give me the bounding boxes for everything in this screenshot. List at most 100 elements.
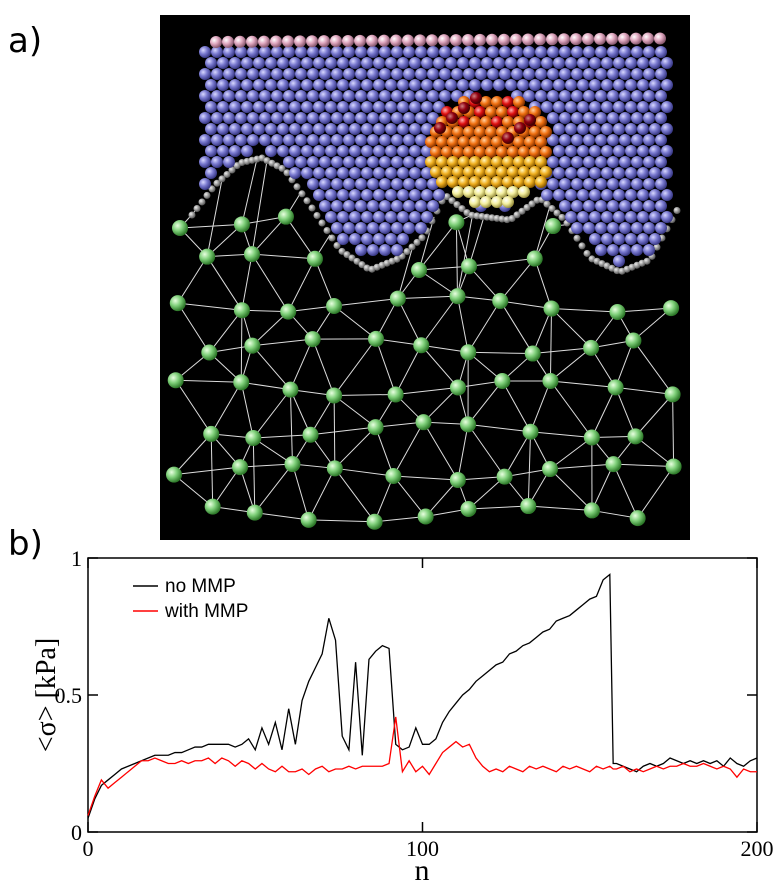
cell <box>205 57 217 69</box>
cell <box>235 90 247 102</box>
cell <box>229 145 241 157</box>
cell <box>631 200 643 212</box>
cell <box>433 57 445 69</box>
cell <box>445 79 457 91</box>
cell <box>325 189 337 201</box>
cell <box>613 145 625 157</box>
cell <box>319 46 331 58</box>
cell <box>661 189 673 201</box>
membrane-bead <box>518 207 526 215</box>
cell <box>379 222 391 234</box>
cell <box>409 123 421 135</box>
network-link <box>530 431 592 439</box>
membrane-bead <box>293 183 301 191</box>
cell <box>637 79 649 91</box>
network-link <box>420 344 459 388</box>
network-node <box>389 290 406 307</box>
cell <box>325 145 337 157</box>
cell <box>565 145 577 157</box>
network-link <box>456 296 469 353</box>
cluster-cell <box>502 176 514 188</box>
network-link <box>289 389 311 435</box>
cluster-cell <box>502 156 514 168</box>
cell <box>547 112 559 124</box>
network-node <box>302 426 319 443</box>
cluster-cell <box>474 106 486 118</box>
network-link <box>210 382 242 435</box>
network-node <box>244 246 261 263</box>
cell <box>277 123 289 135</box>
network-link <box>251 160 268 255</box>
surface-cell <box>510 33 522 46</box>
cell <box>589 211 601 223</box>
cell <box>259 112 271 124</box>
cell <box>595 46 607 58</box>
cell <box>661 57 673 69</box>
network-link <box>613 463 674 467</box>
cell <box>595 156 607 168</box>
cell <box>415 112 427 124</box>
cell <box>355 200 367 212</box>
cluster-cell <box>452 126 464 138</box>
network-link <box>177 302 210 353</box>
network-link <box>240 310 243 383</box>
cluster-cell <box>491 156 503 168</box>
cell <box>607 222 619 234</box>
cell <box>457 79 469 91</box>
cell <box>223 90 235 102</box>
cell <box>661 79 673 91</box>
network-link <box>637 466 675 519</box>
network-link <box>252 338 313 347</box>
cell <box>391 68 403 80</box>
cell <box>277 57 289 69</box>
network-node <box>326 298 343 315</box>
network-link <box>591 387 617 438</box>
cell <box>199 112 211 124</box>
network-node <box>326 460 343 477</box>
cell <box>571 200 583 212</box>
cluster-cell <box>496 166 508 178</box>
cell <box>259 68 271 80</box>
cell <box>631 244 643 256</box>
cell <box>331 68 343 80</box>
cell <box>565 189 577 201</box>
cell <box>199 156 211 168</box>
cluster-cell <box>491 96 503 108</box>
cell <box>553 145 565 157</box>
cluster-cell <box>491 176 503 188</box>
network-link <box>468 476 505 510</box>
cell <box>295 46 307 58</box>
cell <box>373 211 385 223</box>
surface-cell <box>462 33 474 46</box>
cell <box>619 68 631 80</box>
cell <box>535 90 547 102</box>
membrane-bead <box>653 243 661 251</box>
cell <box>307 90 319 102</box>
cell <box>601 233 613 245</box>
network-link <box>333 338 377 396</box>
cell <box>313 167 325 179</box>
cell <box>253 57 265 69</box>
cell <box>619 156 631 168</box>
cell <box>343 156 355 168</box>
cell <box>337 123 349 135</box>
surface-cell <box>378 34 390 47</box>
network-node <box>448 214 465 231</box>
cell <box>205 123 217 135</box>
network-node <box>387 386 404 403</box>
cluster-cell <box>529 166 541 178</box>
cell <box>439 46 451 58</box>
cell <box>211 156 223 168</box>
cluster-cell <box>452 146 464 158</box>
cell <box>349 211 361 223</box>
cluster-cell <box>496 146 508 158</box>
cell <box>301 57 313 69</box>
cell <box>373 101 385 113</box>
cluster-cell <box>452 166 464 178</box>
cell <box>577 167 589 179</box>
cell <box>349 79 361 91</box>
cell <box>325 123 337 135</box>
cell <box>589 233 601 245</box>
cell <box>211 90 223 102</box>
cluster-cell <box>458 176 470 188</box>
